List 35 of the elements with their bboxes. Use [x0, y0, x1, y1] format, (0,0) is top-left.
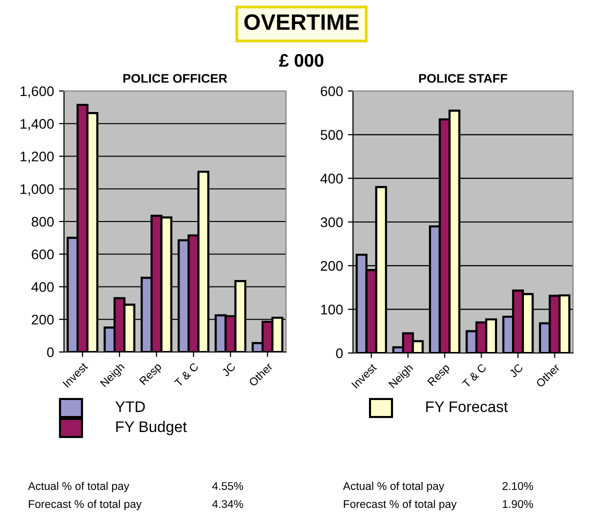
text: 4.34%	[212, 500, 244, 508]
x-tick-label: JC	[508, 363, 524, 378]
text: Forecast % of total pay	[28, 500, 142, 510]
text: Actual % of total pay	[28, 482, 130, 492]
chart-title: POLICE STAFF	[419, 74, 508, 83]
chart-title: POLICE OFFICER	[123, 74, 228, 83]
y-tick-label: 1,600	[20, 86, 54, 98]
y-tick-label: 600	[32, 249, 54, 260]
y-tick-label: 800	[32, 216, 54, 227]
y-tick-label: 1,400	[20, 118, 54, 130]
legend-label: FY Forecast	[426, 401, 508, 412]
text: Actual % of total pay	[343, 482, 444, 492]
y-tick-label: 400	[320, 174, 343, 184]
text: 1.90%	[502, 500, 534, 508]
y-tick-label: 0	[47, 347, 54, 358]
y-tick-label: 400	[31, 282, 54, 292]
x-tick-label: T & C	[174, 362, 199, 388]
y-tick-label: 200	[32, 314, 54, 325]
text: 4.55%	[212, 482, 244, 490]
legend-label: FY Budget	[116, 420, 187, 436]
x-tick-label: JC	[221, 362, 236, 377]
y-tick-label: 200	[320, 261, 343, 271]
y-tick-label: 500	[320, 130, 343, 140]
text: £ 000	[279, 54, 324, 67]
legend-label: YTD	[115, 401, 145, 412]
y-tick-label: 600	[320, 86, 343, 96]
y-tick-label: 300	[320, 217, 343, 228]
x-tick-label: T & C	[462, 363, 487, 388]
y-tick-label: 1,200	[20, 152, 54, 164]
text: OVERTIME	[244, 14, 359, 30]
y-tick-label: 0	[336, 348, 343, 358]
text: 2.10%	[502, 482, 534, 490]
text: Forecast % of total pay	[344, 500, 457, 510]
y-tick-label: 1,000	[20, 184, 54, 196]
y-tick-label: 100	[321, 304, 343, 315]
